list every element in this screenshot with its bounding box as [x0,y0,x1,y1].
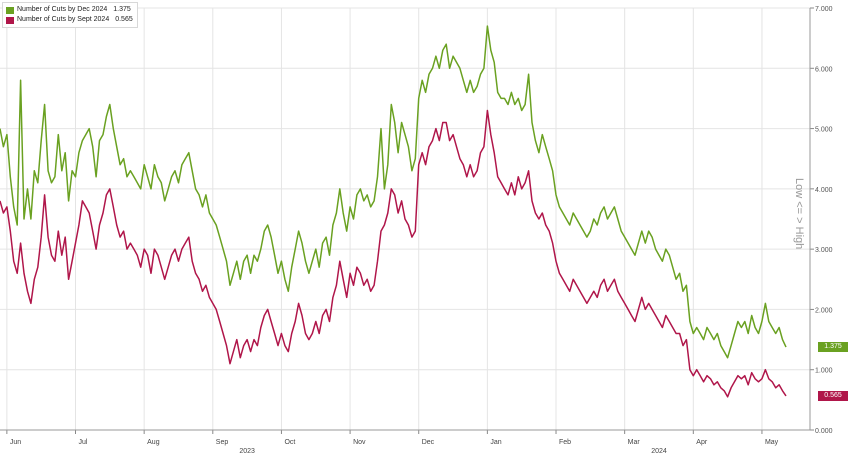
x-year-label: 2023 [239,448,255,455]
y-tick-label: 1.000 [815,368,833,375]
x-tick-label: Dec [422,439,435,446]
legend-item-dec: Number of Cuts by Dec 2024 1.375 [6,5,133,15]
y-tick-label: 6.000 [815,66,833,73]
y-tick-label: 5.000 [815,127,833,134]
x-tick-label: Sep [216,439,229,446]
legend-swatch-sept [6,16,14,24]
series-line-1 [0,109,787,398]
legend-value-sept: 0.565 [115,16,133,23]
y-tick-label: 2.000 [815,307,833,314]
x-tick-label: Oct [284,439,295,446]
y-axis-title: Low <= > High [793,178,805,250]
y-tick-label: 7.000 [815,6,833,13]
x-tick-label: Jan [490,439,501,446]
legend: Number of Cuts by Dec 2024 1.375 Number … [2,2,138,28]
x-year-label: 2024 [651,448,667,455]
grid [0,7,810,431]
legend-value-dec: 1.375 [113,6,131,13]
x-tick-label: May [765,439,779,446]
y-tick-label: 4.000 [815,187,833,194]
x-tick-label: Jul [79,439,88,446]
series-layer [0,25,787,398]
series-line-0 [0,25,787,359]
x-tick-label: Aug [147,439,160,446]
y-tick-label: 3.000 [815,247,833,254]
last-value-tag-dec: 1.375 [818,342,848,353]
legend-label-sept: Number of Cuts by Sept 2024 [17,16,110,23]
x-tick-label: Mar [628,439,641,446]
x-tick-label: Jun [10,439,21,446]
x-tick-label: Nov [353,439,366,446]
last-value-tag-sept: 0.565 [818,390,848,401]
legend-label-dec: Number of Cuts by Dec 2024 [17,6,108,13]
legend-item-sept: Number of Cuts by Sept 2024 0.565 [6,15,133,25]
x-tick-label: Feb [559,439,571,446]
axes: 0.000 1.000 2.000 3.000 4.000 5.000 6.000 7.000… [0,6,833,455]
legend-swatch-dec [6,6,14,14]
x-tick-label: Apr [696,439,708,446]
y-tick-label: 0.000 [815,428,833,435]
